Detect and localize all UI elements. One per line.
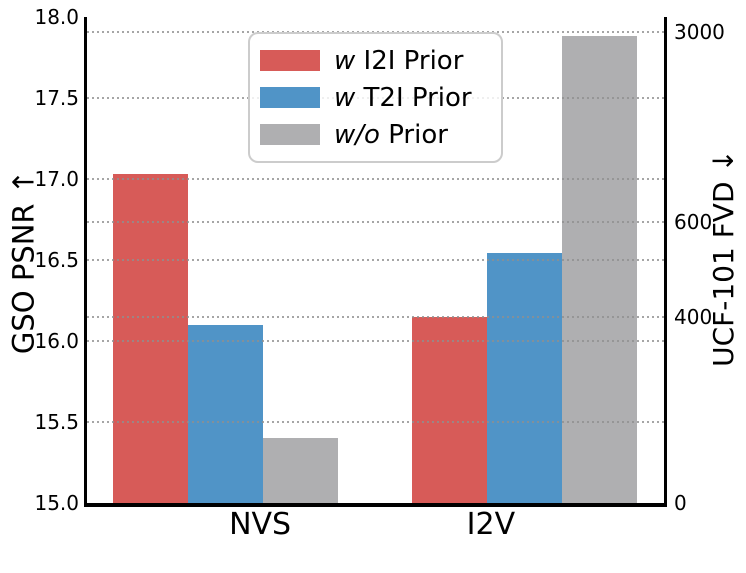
legend-label-italic-part: w [334,45,356,76]
bar-nvs-0 [113,174,188,503]
bar-i2v-0 [412,316,487,503]
legend-item: w T2I Prior [260,85,491,111]
left-axis-tick-label: 15.5 [34,410,79,434]
plot-area [84,17,667,507]
left-axis-tick-label: 16.5 [34,248,79,272]
legend-label-italic-part: w [334,82,356,113]
legend-item-label: w/o Prior [334,122,448,148]
right-axis-title: UCF-101 FVD ↓ [707,149,740,367]
right-axis-tick-label: 3000 [674,20,725,45]
gridline [87,340,664,342]
category-tick-label-i2v: I2V [466,507,516,542]
right-axis-tick-label: 0 [674,491,687,515]
left-axis-title: GSO PSNR ↑ [6,169,41,355]
left-axis-tick-label: 16.0 [34,329,79,353]
gridline [87,221,664,224]
legend-item: w I2I Prior [260,48,491,74]
right-axis-tick-label: 400 [674,304,713,329]
bar-nvs-1 [188,324,263,503]
gridline [87,421,664,423]
gridline [87,315,664,318]
left-axis-tick-label: 15.0 [34,491,79,515]
legend-label-rest: I2I Prior [355,45,464,76]
legend-swatch [260,124,320,145]
left-axis-tick-label: 18.0 [34,5,79,29]
legend-label-italic-part: w/o [334,119,380,150]
legend-label-rest: Prior [379,119,448,150]
bar-i2v-2 [562,36,637,503]
legend: w I2I Prior w T2I Prior w/o Prior [248,32,503,163]
legend-swatch [260,87,320,108]
legend-item: w/o Prior [260,122,491,148]
gridline [87,259,664,261]
legend-label-rest: T2I Prior [355,82,472,113]
right-axis-tick-label: 600 [674,210,713,235]
bar-nvs-2 [263,438,338,503]
category-tick-label-nvs: NVS [229,507,292,542]
left-axis-tick-label: 17.0 [34,167,79,191]
legend-item-label: w T2I Prior [334,85,472,111]
legend-swatch [260,50,320,71]
gridline [87,178,664,180]
legend-item-label: w I2I Prior [334,48,463,74]
bar-i2v-1 [487,252,562,503]
left-axis-tick-label: 17.5 [34,86,79,110]
